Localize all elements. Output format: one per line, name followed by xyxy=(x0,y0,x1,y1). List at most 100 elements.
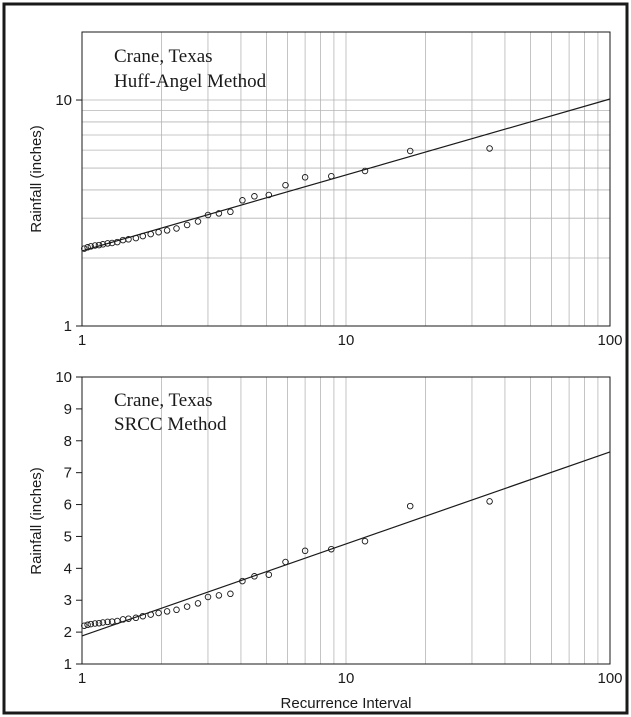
data-point xyxy=(132,614,140,622)
data-point xyxy=(87,243,95,250)
data-point xyxy=(204,211,212,219)
data-point xyxy=(251,193,258,200)
chart-top-x-ticks: 1 10 100 xyxy=(78,332,623,349)
data-point xyxy=(215,592,223,599)
data-point xyxy=(104,618,111,626)
data-point xyxy=(132,234,140,242)
data-point xyxy=(95,241,103,249)
data-point xyxy=(114,238,121,246)
data-point xyxy=(114,617,121,625)
chart-bottom: 1 10 100 1 2 3 4 5 6 7 8 9 10 Crane, Texas SRCC Met… xyxy=(28,369,623,712)
data-point xyxy=(163,227,171,234)
chart-bottom-annotation-1: Crane, Texas xyxy=(114,390,213,411)
x-tick-label: 10 xyxy=(338,670,355,687)
data-point xyxy=(81,622,88,629)
data-point xyxy=(204,593,212,601)
y-tick-label: 10 xyxy=(55,92,72,109)
y-tick-label: 2 xyxy=(64,624,72,641)
data-point xyxy=(95,619,103,627)
data-point xyxy=(328,545,335,553)
x-tick-label: 100 xyxy=(597,332,622,349)
chart-top-annotation-1: Crane, Texas xyxy=(114,46,213,67)
data-point xyxy=(163,608,171,615)
data-point xyxy=(155,228,162,236)
data-point xyxy=(406,147,414,155)
chart-top-plot-frame xyxy=(81,31,611,327)
data-point xyxy=(125,615,132,622)
data-point xyxy=(215,210,223,217)
chart-bottom-x-axis-label: Recurrence Interval xyxy=(281,695,412,712)
data-point xyxy=(84,621,91,629)
y-tick-label: 1 xyxy=(64,318,72,335)
data-point xyxy=(173,606,180,614)
chart-top-y-ticks: 1 10 xyxy=(55,92,82,335)
x-tick-label: 100 xyxy=(597,670,622,687)
data-point xyxy=(99,241,107,248)
x-tick-label: 1 xyxy=(78,670,86,687)
data-point xyxy=(239,197,246,204)
chart-top-y-axis-label: Rainfall (inches) xyxy=(28,125,45,233)
chart-bottom-y-axis-label: Rainfall (inches) xyxy=(28,467,45,575)
y-tick-label: 7 xyxy=(64,465,72,482)
fit-line xyxy=(81,451,611,637)
data-point xyxy=(227,208,234,216)
data-point xyxy=(99,619,107,626)
chart-top-grid xyxy=(82,32,610,326)
data-point xyxy=(301,174,309,181)
data-point xyxy=(183,603,191,610)
data-point xyxy=(84,244,91,251)
y-tick-label: 6 xyxy=(64,497,72,514)
chart-top: 1 10 100 1 10 Crane, Texas Huff-Angel Metho… xyxy=(28,31,623,349)
data-point xyxy=(328,172,335,180)
data-point xyxy=(139,612,147,620)
data-point xyxy=(183,221,191,229)
x-tick-label: 10 xyxy=(338,332,355,349)
data-point xyxy=(125,236,132,243)
chart-top-annotation-2: Huff-Angel Method xyxy=(114,71,267,92)
data-point xyxy=(486,145,493,152)
data-point xyxy=(87,620,95,628)
data-point xyxy=(301,547,309,555)
data-point xyxy=(147,230,154,238)
data-point xyxy=(104,240,111,247)
fit-line xyxy=(81,98,611,252)
data-point xyxy=(155,609,162,617)
y-tick-label: 10 xyxy=(55,369,72,386)
data-point xyxy=(147,611,154,618)
chart-bottom-annotation-2: SRCC Method xyxy=(114,414,227,435)
data-point xyxy=(265,191,273,199)
y-tick-label: 5 xyxy=(64,528,72,545)
y-tick-label: 1 xyxy=(64,656,72,673)
data-point xyxy=(282,558,289,566)
data-point xyxy=(91,242,99,249)
data-point xyxy=(139,232,147,240)
chart-bottom-grid xyxy=(161,377,599,664)
chart-top-fit-line xyxy=(81,98,611,252)
chart-bottom-x-ticks: 1 10 100 xyxy=(78,670,623,687)
data-point xyxy=(282,181,289,189)
y-tick-label: 4 xyxy=(64,560,72,577)
chart-bottom-fit-line xyxy=(81,451,611,637)
data-point xyxy=(406,502,414,510)
data-point xyxy=(194,600,202,607)
chart-top-points xyxy=(81,145,493,252)
data-point xyxy=(227,590,234,598)
data-point xyxy=(91,620,99,627)
y-tick-label: 9 xyxy=(64,401,72,418)
x-tick-label: 1 xyxy=(78,332,86,349)
data-point xyxy=(265,571,273,578)
data-point xyxy=(251,573,258,580)
data-point xyxy=(361,167,369,175)
data-point xyxy=(239,577,246,585)
chart-bottom-y-ticks: 1 2 3 4 5 6 7 8 9 10 xyxy=(55,369,82,673)
y-tick-label: 8 xyxy=(64,433,72,450)
data-point xyxy=(194,218,202,225)
data-point xyxy=(486,498,493,505)
chart-bottom-points xyxy=(81,498,493,629)
data-point xyxy=(173,225,180,232)
chart-bottom-plot-frame xyxy=(81,376,611,665)
y-tick-label: 3 xyxy=(64,592,72,609)
data-point xyxy=(361,537,369,545)
data-point xyxy=(81,245,88,252)
